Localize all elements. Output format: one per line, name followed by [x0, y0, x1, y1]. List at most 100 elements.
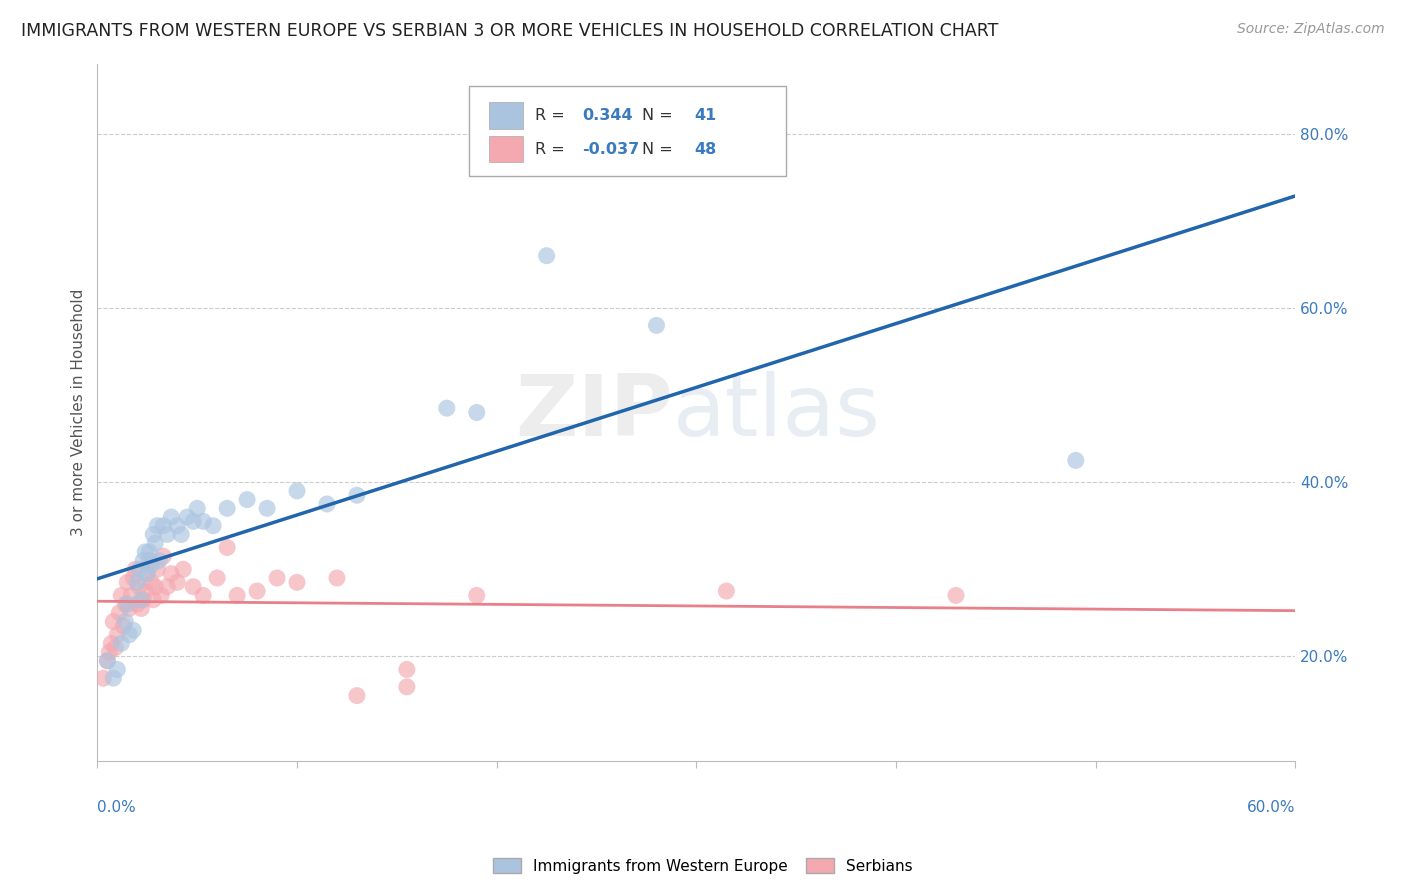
Point — [146, 518, 169, 533]
Point — [181, 515, 204, 529]
Text: IMMIGRANTS FROM WESTERN EUROPE VS SERBIAN 3 OR MORE VEHICLES IN HOUSEHOLD CORREL: IMMIGRANTS FROM WESTERN EUROPE VS SERBIA… — [21, 22, 998, 40]
Point — [138, 545, 160, 559]
Point — [202, 518, 225, 533]
Point — [346, 689, 368, 703]
Bar — [489, 103, 523, 128]
Bar — [489, 136, 523, 162]
Point — [129, 592, 152, 607]
Point — [142, 592, 165, 607]
Point — [132, 553, 155, 567]
Point — [256, 501, 278, 516]
Point — [395, 680, 418, 694]
Point — [118, 627, 141, 641]
Point — [108, 606, 131, 620]
Text: R =: R = — [534, 108, 569, 123]
Point — [536, 249, 558, 263]
Point — [141, 558, 163, 572]
Text: 60.0%: 60.0% — [1247, 800, 1295, 815]
Point — [146, 562, 169, 576]
Point — [285, 483, 308, 498]
FancyBboxPatch shape — [468, 87, 786, 176]
Legend: Immigrants from Western Europe, Serbians: Immigrants from Western Europe, Serbians — [488, 852, 918, 880]
Point — [117, 597, 139, 611]
Point — [100, 636, 122, 650]
Point — [1064, 453, 1087, 467]
Point — [143, 536, 166, 550]
Point — [156, 527, 179, 541]
Point — [117, 575, 139, 590]
Point — [266, 571, 288, 585]
Point — [138, 553, 160, 567]
Point — [96, 654, 118, 668]
Point — [93, 671, 115, 685]
Point — [181, 580, 204, 594]
Point — [193, 515, 215, 529]
Text: ZIP: ZIP — [515, 371, 672, 454]
Point — [129, 601, 152, 615]
Point — [945, 589, 967, 603]
Y-axis label: 3 or more Vehicles in Household: 3 or more Vehicles in Household — [72, 289, 86, 536]
Text: R =: R = — [534, 142, 569, 157]
Point — [193, 589, 215, 603]
Point — [128, 562, 150, 576]
Point — [716, 584, 738, 599]
Text: N =: N = — [643, 142, 678, 157]
Point — [143, 580, 166, 594]
Point — [127, 597, 149, 611]
Point — [186, 501, 208, 516]
Point — [134, 584, 156, 599]
Point — [152, 518, 174, 533]
Point — [436, 401, 458, 416]
Point — [346, 488, 368, 502]
Point — [110, 589, 132, 603]
Text: -0.037: -0.037 — [582, 142, 640, 157]
Text: 0.344: 0.344 — [582, 108, 633, 123]
Point — [114, 615, 136, 629]
Point — [645, 318, 668, 333]
Point — [134, 545, 156, 559]
Point — [395, 663, 418, 677]
Point — [124, 562, 146, 576]
Point — [114, 597, 136, 611]
Point — [170, 527, 193, 541]
Point — [226, 589, 249, 603]
Point — [98, 645, 121, 659]
Point — [316, 497, 339, 511]
Point — [166, 575, 188, 590]
Point — [132, 592, 155, 607]
Point — [176, 510, 198, 524]
Point — [142, 527, 165, 541]
Point — [118, 601, 141, 615]
Text: Source: ZipAtlas.com: Source: ZipAtlas.com — [1237, 22, 1385, 37]
Point — [217, 501, 239, 516]
Text: 41: 41 — [695, 108, 716, 123]
Point — [136, 566, 159, 581]
Point — [103, 671, 125, 685]
Point — [150, 589, 173, 603]
Point — [148, 553, 170, 567]
Point — [105, 663, 128, 677]
Point — [160, 510, 183, 524]
Point — [110, 636, 132, 650]
Point — [122, 624, 145, 638]
Point — [326, 571, 349, 585]
Point — [112, 619, 135, 633]
Point — [246, 584, 269, 599]
Point — [160, 566, 183, 581]
Text: atlas: atlas — [672, 371, 880, 454]
Point — [205, 571, 228, 585]
Point — [103, 615, 125, 629]
Point — [104, 640, 127, 655]
Point — [122, 571, 145, 585]
Text: N =: N = — [643, 108, 678, 123]
Point — [465, 405, 488, 419]
Point — [172, 562, 194, 576]
Point — [156, 580, 179, 594]
Point — [236, 492, 259, 507]
Point — [136, 566, 159, 581]
Point — [96, 654, 118, 668]
Point — [141, 575, 163, 590]
Point — [166, 518, 188, 533]
Point — [152, 549, 174, 564]
Point — [217, 541, 239, 555]
